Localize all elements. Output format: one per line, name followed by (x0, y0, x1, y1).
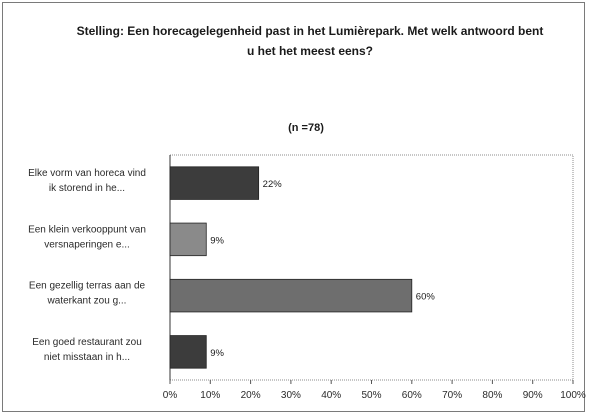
category-label-line: Een klein verkooppunt van (28, 224, 146, 235)
x-tick-label: 80% (482, 390, 502, 401)
x-tick-label: 30% (281, 390, 301, 401)
bars-group: 22% 9% 60% 9% (169, 166, 436, 369)
bar (169, 278, 413, 313)
x-tick-label: 60% (402, 390, 422, 401)
category-label-line: waterkant zou g... (47, 296, 127, 307)
category-label-line: Een goed restaurant zou (32, 337, 142, 348)
x-tick-label: 50% (361, 390, 381, 401)
bar (169, 335, 207, 369)
category-label-line: Elke vorm van horeca vind (28, 168, 146, 179)
x-tick-label: 100% (560, 390, 586, 401)
chart-subtitle: (n =78) (288, 122, 324, 134)
category-label-line: versnaperingen e... (44, 239, 130, 250)
x-tick-label: 20% (241, 390, 261, 401)
chart-frame (2, 2, 585, 412)
category-labels: Elke vorm van horeca vind ik storend in h… (28, 168, 146, 363)
chart-title-line-1: Stelling: Een horecagelegenheid past in … (77, 24, 544, 38)
x-tick-label: 40% (321, 390, 341, 401)
category-label-line: ik storend in he... (49, 183, 125, 194)
x-tick-label: 90% (523, 390, 543, 401)
bar (169, 222, 207, 257)
x-tick-label: 70% (442, 390, 462, 401)
category-label-line: niet misstaan in h... (44, 352, 130, 363)
chart-title-line-2: u het het meest eens? (247, 44, 373, 58)
bar-data-label: 9% (210, 348, 224, 359)
category-label-line: Een gezellig terras aan de (29, 281, 146, 292)
x-tick-label: 0% (163, 390, 178, 401)
bar-data-label: 60% (416, 292, 436, 303)
bar-data-label: 22% (263, 179, 283, 190)
bar (169, 166, 260, 200)
x-tick-label: 10% (200, 390, 220, 401)
bar-data-label: 9% (210, 235, 224, 246)
